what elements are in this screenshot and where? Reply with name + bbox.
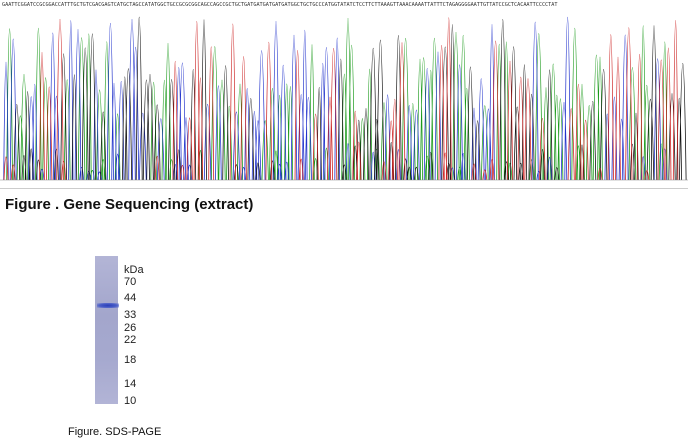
marker-label-22: 22 [124, 334, 137, 346]
sds-page-figure-caption: Figure. SDS-PAGE [68, 426, 162, 438]
trace-c [3, 17, 668, 181]
marker-label-14: 14 [124, 378, 137, 390]
trace-g [6, 18, 668, 181]
protein-band [97, 303, 119, 308]
sequencing-chromatogram: GAATTCGGATCCGCGGACCATTTGCTGTCGACGAGTCATG… [0, 0, 688, 189]
marker-label-44: 44 [124, 292, 137, 304]
base-call-sequence: GAATTCGGATCCGCGGACCATTTGCTGTCGACGAGTCATG… [2, 2, 558, 8]
marker-label-18: 18 [124, 354, 137, 366]
marker-label-26: 26 [124, 322, 137, 334]
marker-label-10: 10 [124, 395, 137, 407]
marker-label-70: 70 [124, 276, 137, 288]
sds-page-gel-lane [95, 256, 118, 404]
chromatogram-traces [0, 17, 688, 181]
marker-label-33: 33 [124, 309, 137, 321]
kda-unit-label: kDa [124, 264, 144, 276]
trace-a [3, 17, 679, 181]
trace-t [13, 17, 687, 181]
sequencing-figure-caption: Figure . Gene Sequencing (extract) [5, 196, 254, 213]
